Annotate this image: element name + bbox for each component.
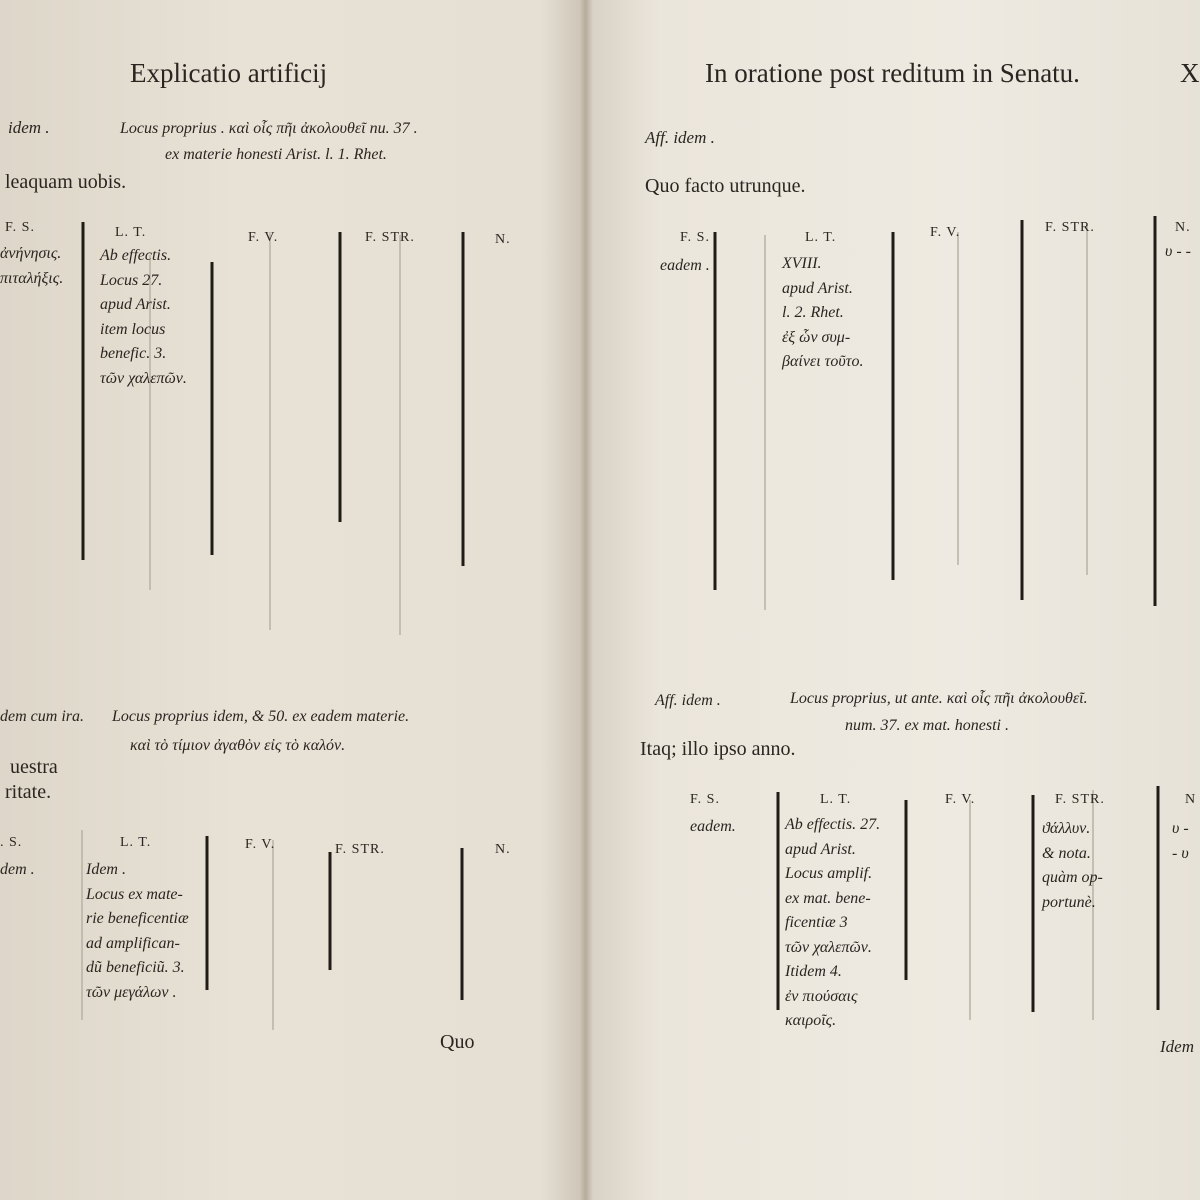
locus: καὶ τὸ τίμιον ἀγαθὸν εἰς τὸ καλόν. — [130, 737, 346, 754]
text-line: ritate. — [5, 781, 52, 803]
column-header: F. STR. — [1045, 220, 1095, 235]
cell-line: ϑάλλυν. — [1042, 820, 1091, 837]
cell-line: Idem . — [86, 861, 126, 878]
column-header: L. T. — [805, 230, 837, 245]
column-header: N. — [495, 232, 511, 247]
cell-line: - υ — [1172, 844, 1189, 862]
column: XVIII. apud Arist. l. 2. Rhet. ἐξ ὧν συμ-βα… — [782, 252, 863, 375]
cell-line: Locus 27. — [100, 271, 163, 289]
column-header: N — [1185, 792, 1197, 807]
affection: dem cum ira. — [0, 708, 84, 725]
column-header: F. STR. — [365, 230, 415, 245]
column-header: F. S. — [5, 220, 35, 235]
column-header: F. STR. — [1055, 792, 1105, 807]
locus: ex materie honesti Arist. l. 1. Rhet. — [165, 146, 387, 163]
column: Ab effectis. 27. apud Arist. Locus amplif.… — [785, 813, 880, 1034]
cell-line: ἐν πιούσαις — [785, 987, 858, 1005]
cell-line: βαίνει τοῦτο. — [782, 353, 864, 370]
cell-line: καιροῖς. — [785, 1012, 837, 1029]
cell-line: apud Arist. — [100, 296, 171, 313]
affection: idem . — [8, 118, 50, 137]
cell-line: ficentiæ 3 — [785, 914, 848, 931]
column: eadem. — [690, 815, 736, 840]
column-header: F. S. — [680, 230, 710, 245]
cell-line: Locus amplif. — [785, 865, 873, 882]
cell-line: rie beneficentiæ — [86, 910, 189, 927]
left-rules — [81, 222, 465, 1030]
cell-line: quàm op- — [1042, 869, 1103, 886]
cell-line: portunè. — [1042, 893, 1096, 911]
column-header: F. V. — [245, 837, 276, 852]
affection: Aff. idem . — [655, 692, 721, 709]
catchword: Quo — [440, 1031, 475, 1053]
cell-line: dem . — [0, 861, 35, 878]
locus: Locus proprius idem, & 50. ex eadem mate… — [112, 708, 410, 725]
cell-line: item locus — [100, 320, 166, 338]
cell-line: ex mat. bene- — [785, 889, 871, 907]
cell-line: ἀνήνησις. — [0, 245, 62, 262]
column-header: F. S. — [690, 792, 720, 807]
cell-line: ἐξ ὧν συμ- — [782, 328, 851, 346]
locus: Locus proprius, ut ante. καὶ οἷς πῆι ἀκο… — [790, 690, 1088, 707]
cell-line: apud Arist. — [785, 840, 856, 858]
column: Ab effectis. Locus 27. apud Arist. item loc… — [100, 244, 187, 391]
column-header: F. V. — [248, 230, 279, 245]
column: dem . — [0, 858, 35, 883]
cell-line: apud Arist. — [782, 279, 853, 297]
cell-line: eadem. — [690, 818, 736, 835]
cell-line: Itidem 4. — [785, 963, 842, 980]
cell-line: τῶν μεγάλων . — [86, 983, 177, 1001]
running-head: Explicatio artificij — [130, 58, 328, 88]
column: υ - - υ — [1172, 817, 1189, 866]
column: Idem . Locus ex mate-rie beneficentiæ ad a… — [86, 858, 189, 1005]
cell-line: Ab effectis. — [100, 247, 172, 264]
cell-line: & nota. — [1042, 844, 1091, 862]
column: υ - - — [1165, 240, 1191, 265]
column-header: N. — [1175, 220, 1191, 235]
column: eadem . — [660, 254, 710, 279]
cell-line: τῶν χαλεπῶν. — [100, 369, 187, 387]
column: ϑάλλυν. & nota. quàm op-portunè. — [1042, 817, 1103, 915]
text-line: Itaq; illo ipso anno. — [640, 738, 796, 760]
column-header: F. V. — [930, 225, 961, 240]
column-header: L. T. — [120, 835, 152, 850]
cell-line: benefic. 3. — [100, 345, 167, 362]
cell-line: XVIII. — [782, 255, 822, 272]
column-header: L. T. — [820, 792, 852, 807]
locus: num. 37. ex mat. honesti . — [845, 717, 1009, 734]
column-header: F. STR. — [335, 842, 385, 857]
running-head: In oratione post reditum in Senatu. — [705, 58, 1080, 88]
text-line: Quo facto utrunque. — [645, 175, 806, 197]
cell-line: πιταλήξις. — [0, 269, 64, 287]
column: ἀνήνησις. πιταλήξις. — [0, 242, 63, 291]
column-header: N. — [495, 842, 511, 857]
cell-line: Locus ex mate- — [86, 885, 183, 903]
cell-line: τῶν χαλεπῶν. — [785, 938, 872, 956]
cell-line: υ - — [1172, 820, 1189, 837]
folio: X — [1180, 58, 1200, 88]
cell-line: Ab effectis. 27. — [785, 816, 881, 833]
affection: Aff. idem . — [645, 128, 715, 147]
cell-line: l. 2. Rhet. — [782, 304, 844, 321]
column-header: . S. — [0, 835, 23, 850]
text-line: uestra — [10, 756, 58, 778]
column-header: L. T. — [115, 225, 147, 240]
cell-line: dũ beneficiũ. 3. — [86, 959, 185, 976]
right-rules — [713, 216, 1160, 1020]
catchword: Idem — [1160, 1037, 1194, 1056]
cell-line: υ - - — [1165, 243, 1191, 260]
text-line: leaquam uobis. — [5, 171, 127, 193]
cell-line: ad amplifican- — [86, 934, 180, 952]
locus: Locus proprius . καὶ οἷς πῆι ἀκολουθεῖ n… — [120, 120, 418, 137]
cell-line: eadem . — [660, 257, 710, 274]
column-header: F. V. — [945, 792, 976, 807]
